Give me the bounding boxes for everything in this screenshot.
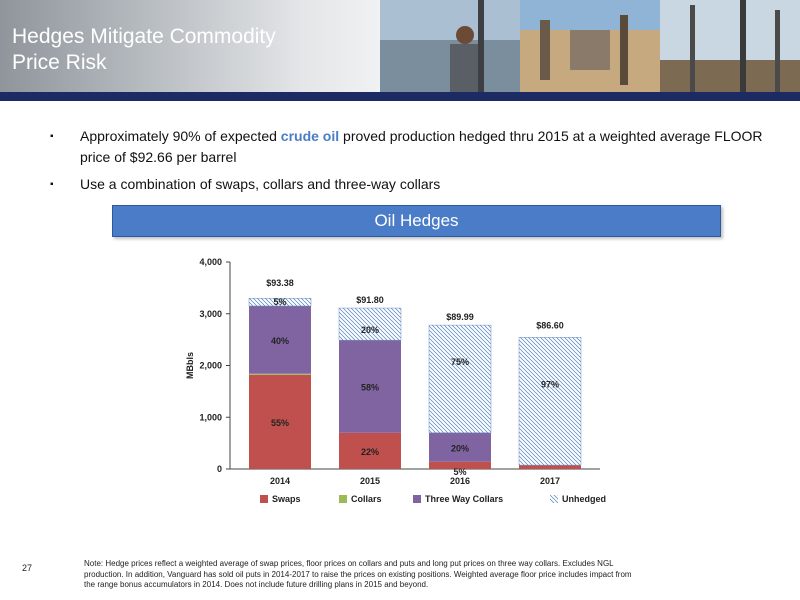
legend-label: Swaps (272, 494, 301, 504)
bar-segment (339, 340, 401, 433)
bullet-marker: ▪ (50, 179, 54, 190)
legend-swatch (339, 495, 347, 503)
bullet-2-text: Use a combination of swaps, collars and … (80, 176, 441, 192)
bar-segment (428, 324, 492, 434)
chart-header: Oil Hedges (112, 205, 721, 237)
data-label: 75% (451, 357, 469, 367)
page-number: 27 (22, 563, 33, 573)
data-label: 22% (361, 447, 379, 457)
oil-hedges-chart: 0 1,000 2,000 3,000 4,000 MBbls 55% 40% 5% $93.38… (185, 257, 606, 504)
y-tick-label: 1,000 (199, 412, 222, 422)
y-tick-label: 2,000 (199, 361, 222, 371)
data-label: 55% (271, 418, 289, 428)
data-label: 5% (453, 467, 466, 477)
bullet-list: ▪ Approximately 90% of expected crude oi… (50, 126, 770, 201)
bullet-1-highlight: crude oil (280, 128, 340, 144)
bar-segment (338, 307, 402, 341)
legend-swatch (260, 495, 268, 503)
bar-segment (518, 337, 582, 466)
bar-segment (429, 461, 491, 469)
bar-segment (248, 297, 312, 307)
bar-segment (249, 374, 311, 469)
legend-label: Three Way Collars (425, 494, 503, 504)
legend-swatch (550, 495, 558, 503)
bullet-item-1: ▪ Approximately 90% of expected crude oi… (50, 126, 770, 168)
data-label: 5% (273, 297, 286, 307)
bullet-marker: ▪ (50, 131, 54, 142)
footnote: Note: Hedge prices reflect a weighted av… (84, 559, 632, 589)
bar-segment (519, 465, 581, 469)
price-label: $89.99 (446, 312, 474, 322)
bar-segment (249, 305, 311, 374)
slide-title-line-1: Hedges Mitigate Commodity (12, 25, 276, 48)
x-tick-label: 2014 (270, 476, 290, 486)
price-label: $91.80 (356, 295, 384, 305)
bar-segment (249, 373, 311, 375)
bullet-1-text-start: Approximately 90% of expected (80, 128, 281, 144)
data-label: 20% (361, 325, 379, 335)
x-tick-label: 2017 (540, 476, 560, 486)
header-accent-bar (0, 92, 800, 101)
price-label: $93.38 (266, 278, 294, 288)
slide-title-line-2: Price Risk (12, 51, 107, 74)
data-label: 58% (361, 382, 379, 392)
y-axis-label: MBbls (185, 352, 195, 379)
legend-label: Unhedged (562, 494, 606, 504)
bullet-1-text-end: proved production hedged thru 2015 at a … (80, 128, 763, 165)
x-tick-label: 2015 (360, 476, 380, 486)
data-label: 20% (451, 443, 469, 453)
header-banner: Hedges Mitigate Commodity Price Risk (0, 0, 800, 92)
y-tick-label: 3,000 (199, 309, 222, 319)
data-label: 40% (271, 336, 289, 346)
legend-swatch (413, 495, 421, 503)
y-tick-label: 0 (217, 464, 222, 474)
data-label: 97% (541, 379, 559, 389)
bar-segment (429, 432, 491, 462)
y-tick-label: 4,000 (199, 257, 222, 267)
price-label: $86.60 (536, 320, 564, 330)
slide-title: Hedges Mitigate Commodity Price Risk (12, 24, 276, 76)
x-tick-label: 2016 (450, 476, 470, 486)
legend-label: Collars (351, 494, 382, 504)
bar-segment (339, 432, 401, 469)
oilfield-photo-strip (380, 0, 800, 92)
bullet-item-2: ▪ Use a combination of swaps, collars an… (50, 174, 770, 195)
